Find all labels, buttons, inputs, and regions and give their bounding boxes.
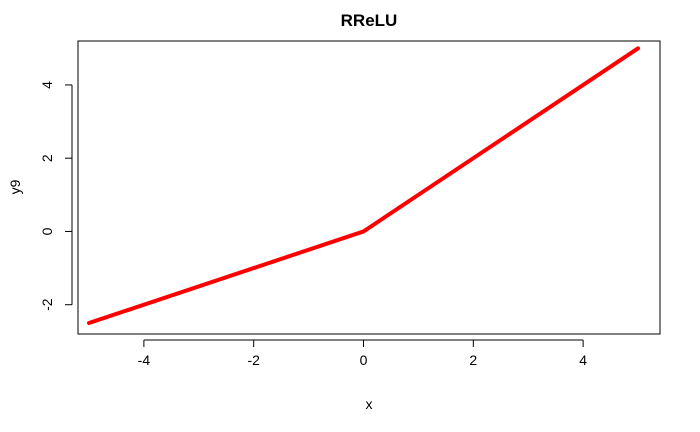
x-tick-label: 2 <box>469 352 477 368</box>
x-axis: -4 -2 0 2 4 <box>138 339 587 368</box>
chart-title: RReLU <box>341 11 398 30</box>
y-tick-label: 0 <box>39 227 55 235</box>
series-layer <box>86 46 641 326</box>
series-line <box>86 46 641 326</box>
y-tick-label: 4 <box>39 81 55 89</box>
x-tick-label: 0 <box>360 352 368 368</box>
x-axis-label: x <box>366 396 373 412</box>
y-axis: -2 0 2 4 <box>39 81 73 311</box>
x-tick-label: -4 <box>138 352 151 368</box>
plot-area-frame <box>77 40 661 335</box>
y-axis-label: y9 <box>7 179 23 194</box>
x-tick-label: 4 <box>579 352 587 368</box>
x-tick-label: -2 <box>247 352 260 368</box>
y-tick-label: 2 <box>39 154 55 162</box>
y-tick-label: -2 <box>39 298 55 311</box>
